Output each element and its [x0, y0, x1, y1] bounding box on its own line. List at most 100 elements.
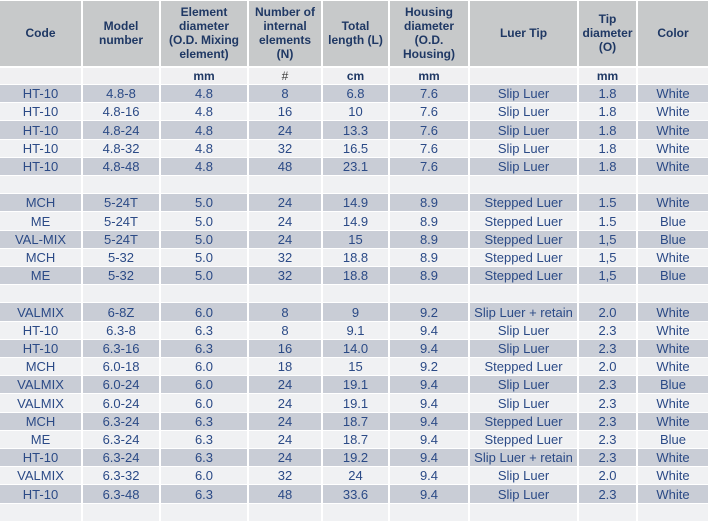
- table-row: ME 5-32 5.0 32 18.8 8.9 Stepped Luer 1,5 Blue: [0, 266, 708, 286]
- cell: 4.8: [160, 139, 249, 158]
- cell: 19.1: [322, 393, 390, 413]
- cell: White: [637, 357, 708, 377]
- cell: VALMIX: [0, 466, 83, 486]
- cell: 6.0: [160, 375, 249, 395]
- cell: 33.6: [322, 484, 390, 504]
- cell: 1.8: [578, 120, 638, 140]
- cell: 2.0: [578, 357, 638, 377]
- cell: VALMIX: [0, 393, 83, 413]
- cell: 24: [322, 466, 390, 486]
- cell: 2.0: [578, 302, 638, 322]
- unit-cell: #: [248, 66, 323, 85]
- cell: HT-10: [0, 484, 83, 504]
- cell: HT-10: [0, 120, 83, 140]
- cell: Stepped Luer: [469, 430, 579, 450]
- cell: 9.2: [389, 302, 470, 322]
- cell: 6.3-16: [82, 339, 161, 359]
- cell: ME: [0, 430, 83, 450]
- table-row: VAL-MIX 5-24T 5.0 24 15 8.9 Stepped Luer 1,5 Blu…: [0, 230, 708, 249]
- cell: [469, 284, 579, 304]
- cell: White: [637, 412, 708, 431]
- cell: Blue: [637, 430, 708, 450]
- table-row: HT-10 6.3-48 6.3 48 33.6 9.4 Slip Luer 2.3 White: [0, 484, 708, 504]
- column-header-color: Color: [637, 0, 708, 68]
- table-row: HT-10 6.3-16 6.3 16 14.0 9.4 Slip Luer 2.3 White: [0, 339, 708, 359]
- cell: 1,5: [578, 266, 638, 286]
- cell: Stepped Luer: [469, 193, 579, 213]
- cell: Stepped Luer: [469, 266, 579, 286]
- cell: HT-10: [0, 321, 83, 340]
- unit-cell: mm: [389, 66, 470, 85]
- cell: 7.6: [389, 120, 470, 140]
- cell: 24: [248, 211, 323, 231]
- cell: [160, 175, 249, 195]
- cell: 5-32: [82, 266, 161, 286]
- table-row: HT-10 4.8-16 4.8 16 10 7.6 Slip Luer 1.8 White: [0, 102, 708, 122]
- cell: 6.3: [160, 321, 249, 340]
- cell: [389, 175, 470, 195]
- cell: 9.4: [389, 321, 470, 340]
- cell: 16: [248, 102, 323, 122]
- cell: 6.0-24: [82, 393, 161, 413]
- cell: HT-10: [0, 139, 83, 158]
- cell: 1.8: [578, 102, 638, 122]
- table-row: HT-10 4.8-32 4.8 32 16.5 7.6 Slip Luer 1.8 White: [0, 139, 708, 158]
- cell: 32: [248, 139, 323, 158]
- cell: HT-10: [0, 102, 83, 122]
- cell: 2.0: [578, 466, 638, 486]
- cell: Slip Luer: [469, 84, 579, 104]
- cell: Slip Luer: [469, 139, 579, 158]
- units-row: mm # cm mm mm: [0, 66, 708, 85]
- cell: 5.0: [160, 230, 249, 249]
- cell: 14.9: [322, 193, 390, 213]
- table-row: VALMIX 6-8Z 6.0 8 9 9.2 Slip Luer + retain 2.0 W…: [0, 302, 708, 322]
- cell: 24: [248, 375, 323, 395]
- cell: 6.0: [160, 393, 249, 413]
- cell: 6.3: [160, 412, 249, 431]
- cell: 14.9: [322, 211, 390, 231]
- cell: 5.0: [160, 248, 249, 268]
- cell: ME: [0, 266, 83, 286]
- cell: Slip Luer: [469, 157, 579, 177]
- cell: 6.8: [322, 84, 390, 104]
- cell: 5-24T: [82, 193, 161, 213]
- cell: 5-24T: [82, 211, 161, 231]
- spacer-row: [0, 284, 708, 304]
- cell: 18.7: [322, 430, 390, 450]
- cell: 2.3: [578, 412, 638, 431]
- cell: [0, 175, 83, 195]
- cell: 8: [248, 302, 323, 322]
- unit-cell: mm: [160, 66, 249, 85]
- cell: 6-8Z: [82, 302, 161, 322]
- header-row: Code Model number Element diameter (O.D.…: [0, 0, 708, 68]
- cell: HT-10: [0, 84, 83, 104]
- cell: 8.9: [389, 193, 470, 213]
- cell: [0, 503, 83, 522]
- cell: 24: [248, 393, 323, 413]
- cell: 18.8: [322, 266, 390, 286]
- cell: White: [637, 120, 708, 140]
- cell: 2.3: [578, 430, 638, 450]
- cell: 19.2: [322, 448, 390, 468]
- cell: Stepped Luer: [469, 357, 579, 377]
- cell: 9.4: [389, 448, 470, 468]
- cell: 6.3: [160, 484, 249, 504]
- cell: 9.4: [389, 393, 470, 413]
- cell: 4.8-8: [82, 84, 161, 104]
- cell: [389, 503, 470, 522]
- cell: 18.8: [322, 248, 390, 268]
- unit-cell: [469, 66, 579, 85]
- cell: 9.4: [389, 375, 470, 395]
- cell: White: [637, 248, 708, 268]
- cell: 19.1: [322, 375, 390, 395]
- cell: Stepped Luer: [469, 412, 579, 431]
- cell: 9.4: [389, 430, 470, 450]
- cell: [578, 503, 638, 522]
- cell: Stepped Luer: [469, 248, 579, 268]
- cell: Slip Luer: [469, 375, 579, 395]
- cell: [322, 284, 390, 304]
- cell: 5.0: [160, 193, 249, 213]
- cell: 8.9: [389, 211, 470, 231]
- cell: 1.8: [578, 139, 638, 158]
